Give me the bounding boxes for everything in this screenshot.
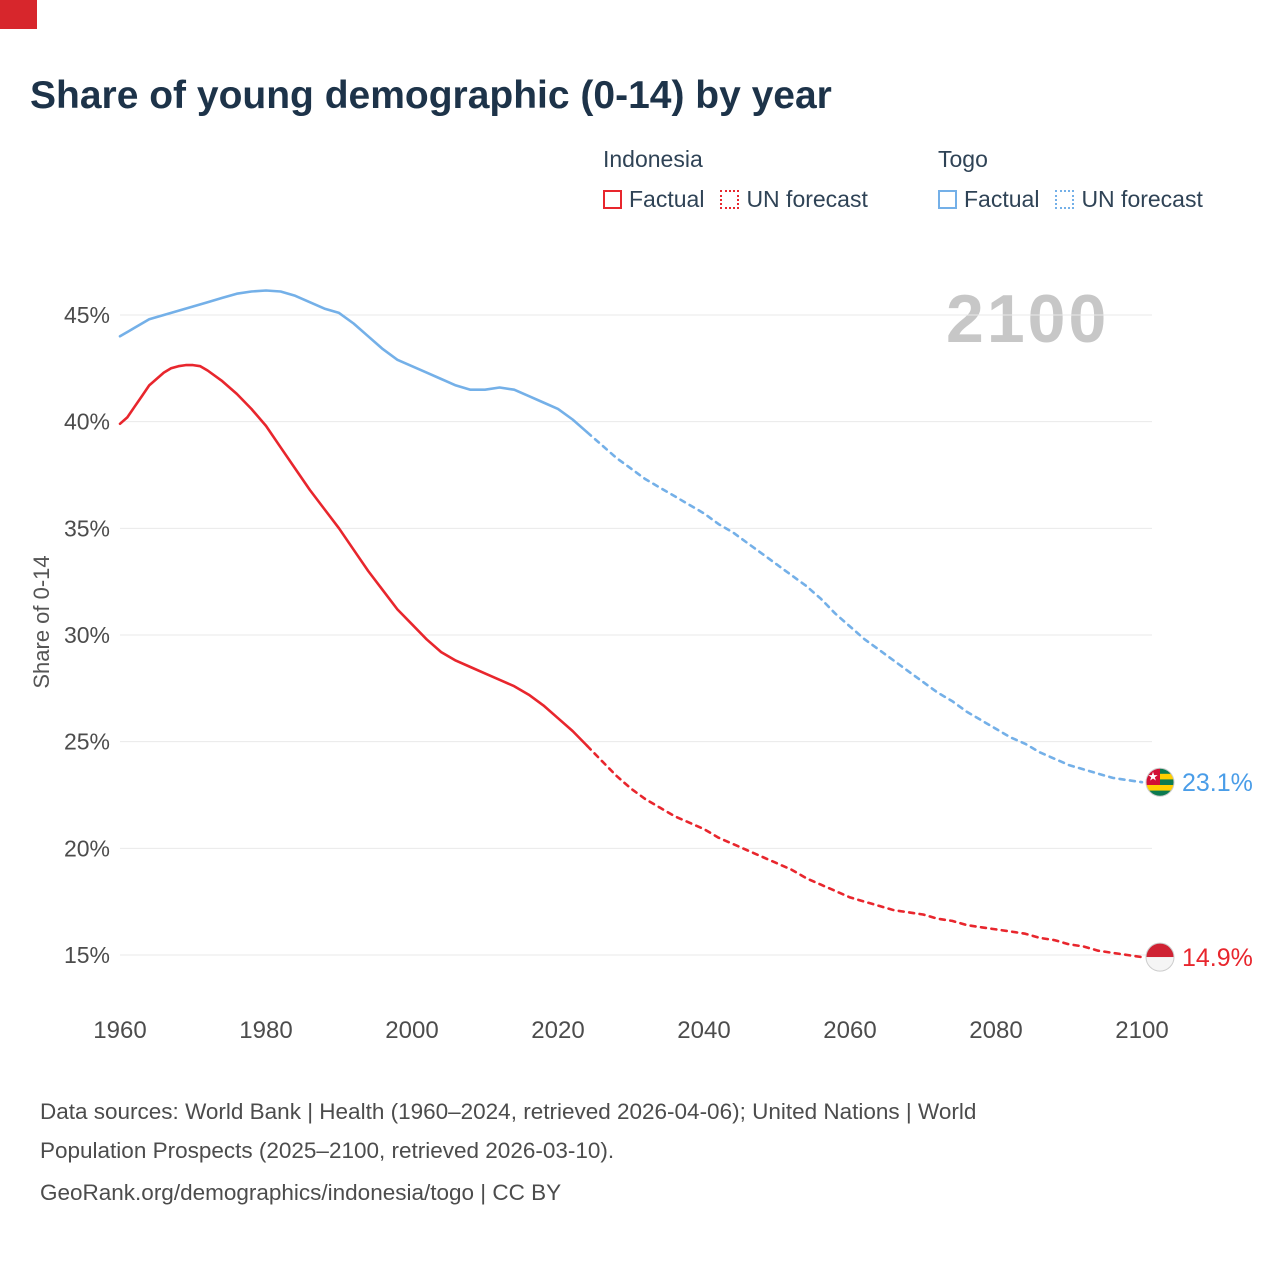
legend-swatch-indonesia-factual-icon [603, 190, 622, 209]
legend-label-indonesia-forecast: UN forecast [746, 186, 868, 212]
x-tick-label: 1960 [93, 1017, 146, 1044]
svg-text:★: ★ [1148, 770, 1159, 784]
legend-group-title-togo: Togo [938, 146, 988, 172]
end-value-label: 23.1% [1182, 769, 1253, 797]
legend-swatch-togo-forecast-icon [1055, 190, 1075, 209]
legend-items-togo: Factual UN forecast [938, 186, 1219, 213]
series-line-indonesia-factual [118, 363, 589, 748]
x-tick-label: 2000 [385, 1017, 438, 1044]
legend-label-togo-factual: Factual [964, 186, 1040, 212]
series-line-togo-factual [118, 289, 589, 434]
end-value-label: 14.9% [1182, 944, 1253, 972]
indonesia-flag-icon [1146, 943, 1174, 972]
y-tick-label: 30% [64, 622, 110, 648]
y-tick-label: 20% [64, 835, 110, 861]
series-line-togo-forecast [585, 430, 1144, 784]
flag-marker-ring [1145, 767, 1175, 797]
footer: Data sources: World Bank | Health (1960–… [40, 1092, 976, 1212]
legend-items-indonesia: Factual UN forecast [603, 186, 884, 213]
legend-swatch-togo-factual-icon [938, 190, 957, 209]
footer-source-line-1: Data sources: World Bank | Health (1960–… [40, 1099, 977, 1124]
legend-group-indonesia: Indonesia Factual UN forecast [603, 146, 884, 213]
forecast-year-watermark: 2100 [946, 281, 1110, 357]
x-tick-label: 2060 [823, 1017, 876, 1044]
legend-group-togo: Togo Factual UN forecast [938, 146, 1219, 213]
flag-marker-ring [1145, 942, 1175, 972]
x-tick-label: 2020 [531, 1017, 584, 1044]
legend-label-togo-forecast: UN forecast [1081, 186, 1203, 212]
x-tick-label: 2100 [1115, 1017, 1168, 1044]
y-tick-label: 35% [64, 515, 110, 541]
legend-swatch-indonesia-forecast-icon [720, 190, 740, 209]
x-tick-label: 1980 [239, 1017, 292, 1044]
y-tick-label: 40% [64, 409, 110, 435]
x-tick-label: 2040 [677, 1017, 730, 1044]
legend-label-indonesia-factual: Factual [629, 186, 705, 212]
series-line-indonesia-forecast [585, 744, 1144, 959]
y-tick-label: 45% [64, 302, 110, 328]
y-tick-label: 25% [64, 729, 110, 755]
legend-group-title-indonesia: Indonesia [603, 146, 703, 172]
footer-attribution: GeoRank.org/demographics/indonesia/togo … [40, 1180, 562, 1205]
x-tick-label: 2080 [969, 1017, 1022, 1044]
footer-source-line-2: Population Prospects (2025–2100, retriev… [40, 1138, 615, 1163]
brand-corner-mark [0, 0, 37, 29]
y-tick-label: 15% [64, 942, 110, 968]
chart-title: Share of young demographic (0-14) by yea… [30, 74, 832, 117]
